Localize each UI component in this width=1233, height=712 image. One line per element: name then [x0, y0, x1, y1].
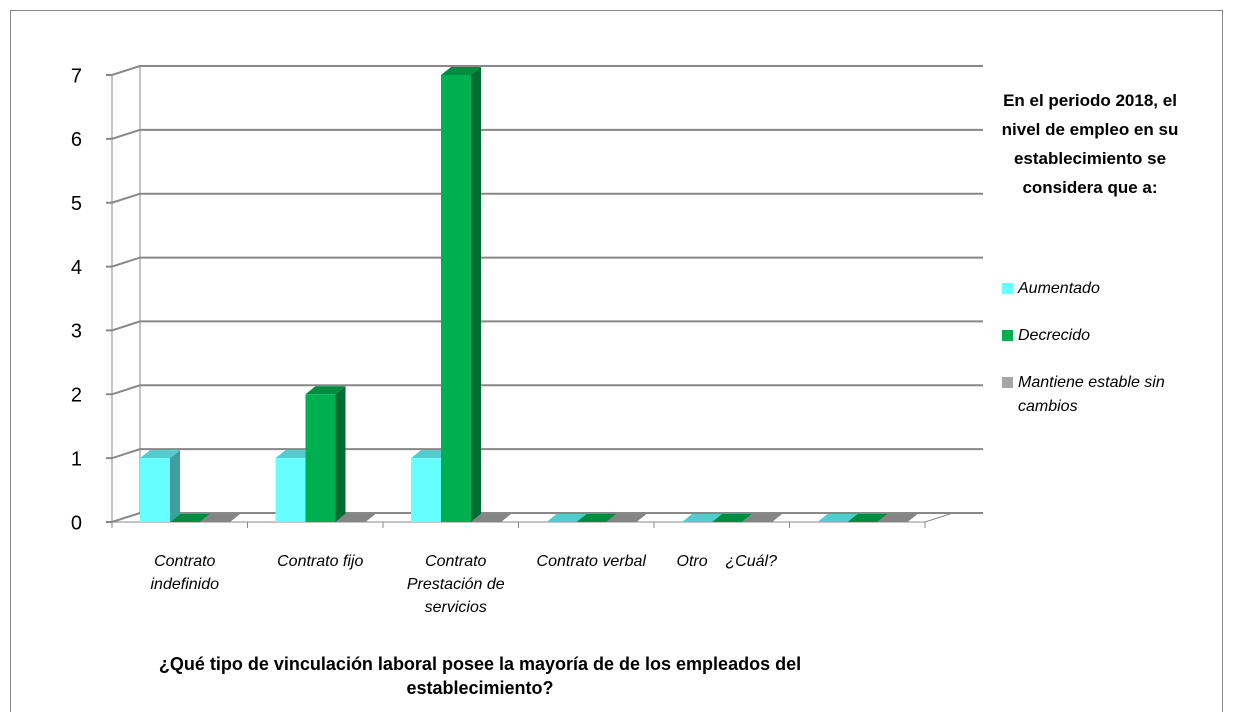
grid-line — [106, 320, 983, 332]
back-wall — [140, 66, 955, 513]
bar-top — [200, 514, 240, 522]
bar — [441, 75, 471, 522]
y-tick-label: 7 — [71, 65, 82, 87]
legend-title: En el periodo 2018, el nivel de empleo e… — [1001, 91, 1179, 197]
grid-line — [106, 192, 983, 204]
bar-top — [471, 514, 511, 522]
legend-marker — [1002, 283, 1013, 294]
y-tick-label: 2 — [71, 385, 82, 407]
legend-label: Mantiene estable sin cambios — [1018, 374, 1165, 415]
bar-top — [742, 514, 782, 522]
bar-side — [471, 67, 481, 522]
y-tick-label: 0 — [71, 512, 82, 534]
y-tick-label: 5 — [71, 193, 82, 215]
y-tick-label: 6 — [71, 129, 82, 151]
legend-marker — [1002, 330, 1013, 341]
bar-top — [712, 514, 752, 522]
legend-label: Decrecido — [1018, 327, 1091, 344]
bar-top — [546, 514, 587, 522]
bar-top — [576, 514, 617, 522]
legend-label: Aumentado — [1018, 280, 1100, 297]
bar-top — [170, 514, 210, 522]
grid-line — [106, 128, 983, 140]
bar-top — [606, 514, 647, 522]
bar — [411, 458, 441, 522]
bar — [305, 394, 336, 522]
grid-line — [106, 65, 983, 76]
y-tick-label: 3 — [71, 321, 82, 343]
grid-line — [106, 448, 983, 460]
bar-top — [140, 450, 180, 459]
bar-top — [817, 514, 858, 522]
bar — [140, 458, 170, 522]
x-tick-label: Otro ¿Cuál? — [676, 553, 777, 570]
grid-line — [106, 512, 983, 523]
x-tick-label: Contrato fijo — [277, 553, 364, 570]
bar-top — [441, 67, 481, 75]
grid-line — [106, 256, 983, 268]
y-tick-label: 4 — [71, 257, 82, 279]
bar-top — [877, 514, 918, 522]
bar-side — [170, 450, 180, 522]
bar-top — [682, 514, 722, 522]
bar — [275, 458, 306, 522]
x-tick-label: Contrato indefinido — [150, 553, 220, 593]
bar-top — [847, 514, 888, 522]
x-tick-label: Contrato verbal — [536, 553, 646, 570]
chart-border — [10, 10, 1223, 712]
x-tick-label: Contrato Prestación de servicios — [406, 553, 510, 616]
y-tick-label: 1 — [71, 448, 82, 470]
bar-side — [335, 386, 346, 522]
bar-top — [305, 386, 346, 395]
x-axis-title: ¿Qué tipo de vinculación laboral posee l… — [158, 654, 802, 698]
legend-marker — [1002, 377, 1013, 388]
grid-line — [106, 384, 983, 396]
bar-top — [335, 514, 376, 522]
